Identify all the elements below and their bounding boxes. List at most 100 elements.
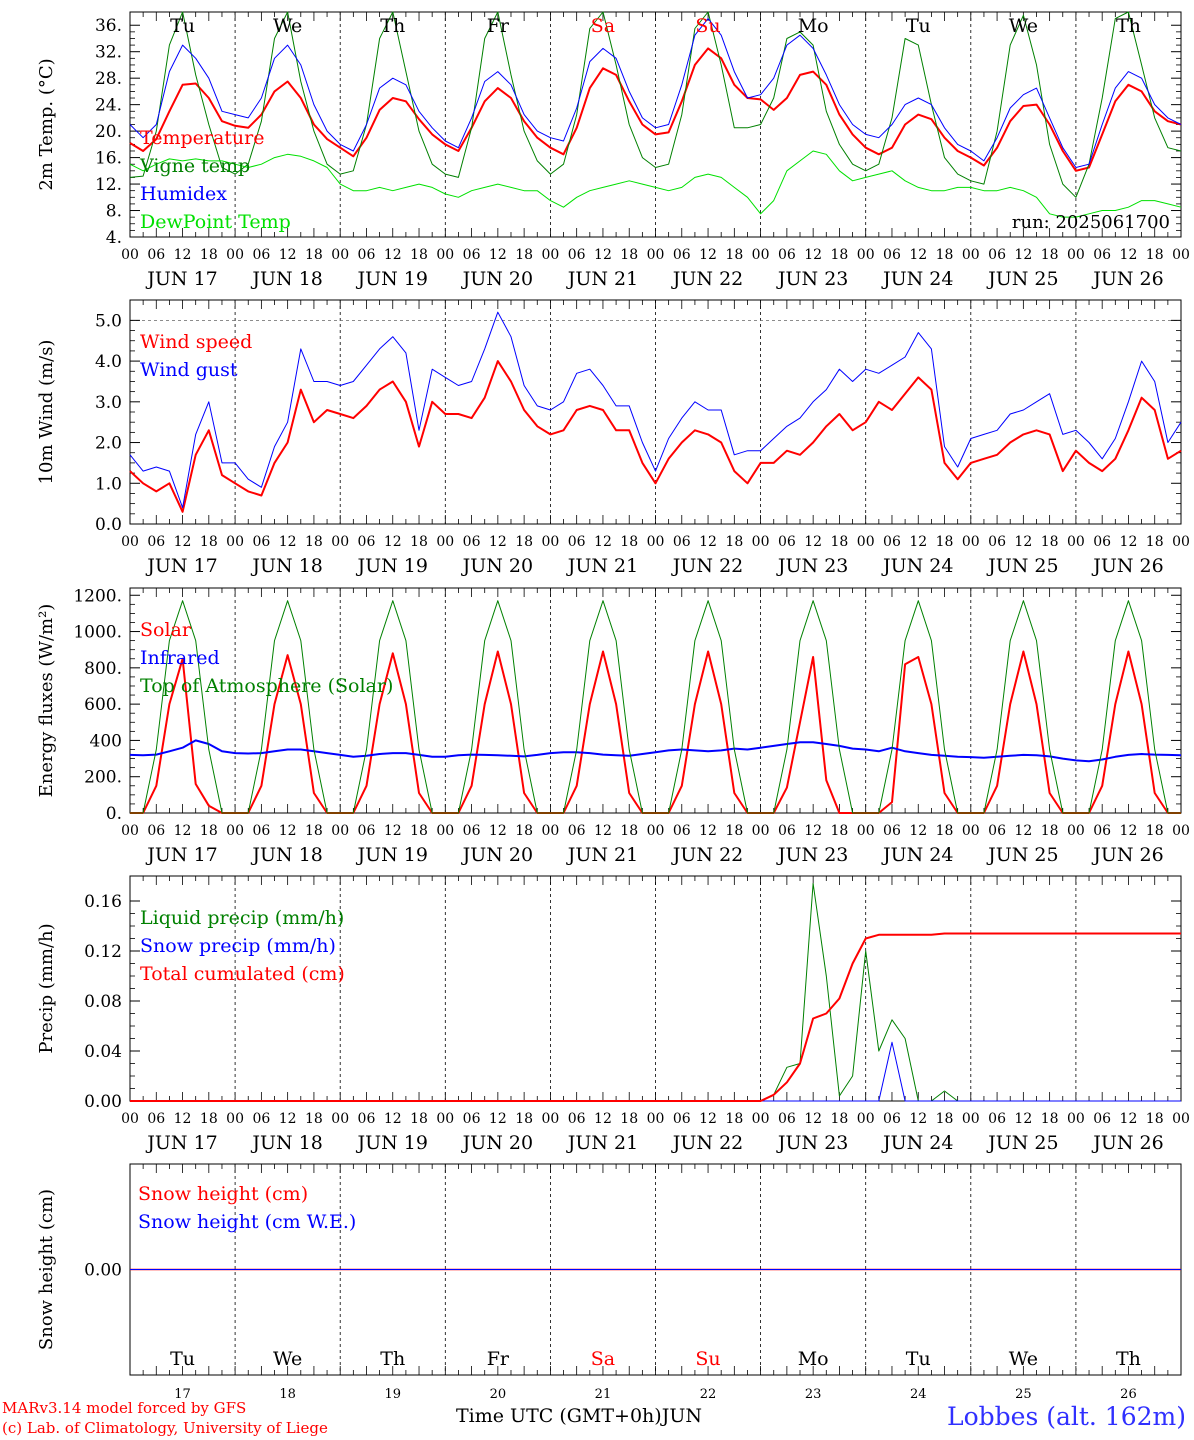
x-axis-title: Time UTC (GMT+0h)JUN bbox=[456, 1405, 702, 1427]
hour-tick-label: 06 bbox=[568, 247, 586, 263]
legend-entry: Vigne temp bbox=[139, 155, 250, 177]
hour-tick-label: 18 bbox=[305, 247, 323, 263]
hour-tick-label: 18 bbox=[1041, 534, 1059, 550]
hour-tick-label: 06 bbox=[463, 823, 481, 839]
hour-tick-label: 12 bbox=[594, 247, 612, 263]
hour-tick-label: 06 bbox=[778, 534, 796, 550]
hour-tick-label: 00 bbox=[226, 247, 244, 263]
weekday-label: Mo bbox=[798, 15, 829, 37]
hour-tick-label: 12 bbox=[909, 247, 927, 263]
day-number-label: 19 bbox=[384, 1387, 401, 1402]
legend-entry: Snow precip (mm/h) bbox=[140, 935, 336, 957]
hour-tick-label: 06 bbox=[463, 534, 481, 550]
weekday-label: Fr bbox=[487, 1348, 510, 1370]
hour-tick-label: 12 bbox=[699, 1111, 717, 1127]
hour-tick-label: 06 bbox=[358, 823, 376, 839]
hour-tick-label: 12 bbox=[489, 1111, 507, 1127]
hour-tick-label: 00 bbox=[1172, 247, 1190, 263]
weekday-label: Th bbox=[380, 15, 405, 37]
series-line bbox=[129, 739, 1182, 763]
hour-tick-label: 12 bbox=[279, 1111, 297, 1127]
hour-tick-label: 18 bbox=[831, 247, 849, 263]
hour-tick-label: 00 bbox=[436, 534, 454, 550]
hour-tick-label: 06 bbox=[147, 247, 165, 263]
day-date-label: JUN 20 bbox=[461, 555, 533, 577]
series-line bbox=[130, 932, 1181, 1102]
hour-tick-label: 18 bbox=[305, 534, 323, 550]
hour-tick-label: 00 bbox=[857, 247, 875, 263]
y-tick-label: 800. bbox=[84, 659, 122, 679]
series-line bbox=[129, 18, 1182, 168]
day-date-label: JUN 25 bbox=[986, 1132, 1058, 1154]
hour-tick-label: 12 bbox=[384, 247, 402, 263]
hour-tick-label: 00 bbox=[541, 1111, 559, 1127]
y-tick-label: 2.0 bbox=[95, 434, 122, 454]
hour-tick-label: 12 bbox=[594, 534, 612, 550]
hour-tick-label: 06 bbox=[1093, 534, 1111, 550]
y-tick-label: 32. bbox=[95, 43, 122, 63]
weekday-label: We bbox=[1009, 15, 1038, 37]
day-date-label: JUN 19 bbox=[356, 844, 428, 866]
hour-tick-label: 06 bbox=[463, 1111, 481, 1127]
hour-tick-label: 06 bbox=[778, 247, 796, 263]
day-date-label: JUN 24 bbox=[881, 1132, 953, 1154]
hour-tick-label: 00 bbox=[752, 1111, 770, 1127]
hour-tick-label: 00 bbox=[1172, 534, 1190, 550]
weekday-label: Sa bbox=[591, 15, 615, 37]
y-tick-label: 3.0 bbox=[95, 393, 122, 413]
wind-frame bbox=[129, 299, 1182, 525]
day-date-label: JUN 20 bbox=[461, 844, 533, 866]
hour-tick-label: 12 bbox=[174, 823, 192, 839]
legend-entry: Liquid precip (mm/h) bbox=[140, 907, 344, 929]
hour-tick-label: 00 bbox=[331, 1111, 349, 1127]
day-date-label: JUN 18 bbox=[250, 268, 322, 290]
hour-tick-label: 18 bbox=[620, 534, 638, 550]
lab-credit-line: (c) Lab. of Climatology, University of L… bbox=[2, 1419, 328, 1437]
day-date-label: JUN 23 bbox=[776, 555, 848, 577]
hour-tick-label: 06 bbox=[673, 247, 691, 263]
hour-tick-label: 00 bbox=[436, 1111, 454, 1127]
day-date-label: JUN 20 bbox=[461, 268, 533, 290]
day-date-label: JUN 17 bbox=[145, 1132, 217, 1154]
y-tick-label: 0.04 bbox=[84, 1042, 122, 1062]
day-date-label: JUN 21 bbox=[566, 1132, 638, 1154]
day-number-label: 26 bbox=[1120, 1387, 1137, 1402]
weekday-label: Mo bbox=[798, 1348, 829, 1370]
hour-tick-label: 12 bbox=[1014, 1111, 1032, 1127]
hour-tick-label: 06 bbox=[673, 1111, 691, 1127]
hour-tick-label: 12 bbox=[1120, 823, 1138, 839]
hour-tick-label: 12 bbox=[909, 534, 927, 550]
series-line bbox=[129, 150, 1182, 218]
flux-frame bbox=[129, 587, 1182, 814]
day-date-label: JUN 22 bbox=[671, 268, 743, 290]
hour-tick-label: 06 bbox=[778, 1111, 796, 1127]
day-date-label: JUN 17 bbox=[145, 268, 217, 290]
hour-tick-label: 12 bbox=[804, 1111, 822, 1127]
day-date-label: JUN 24 bbox=[881, 268, 953, 290]
hour-tick-label: 06 bbox=[463, 247, 481, 263]
run-annotation: run: 2025061700 bbox=[1012, 212, 1170, 233]
hour-tick-label: 00 bbox=[647, 823, 665, 839]
hour-tick-label: 18 bbox=[620, 823, 638, 839]
hour-tick-label: 12 bbox=[174, 247, 192, 263]
hour-tick-label: 12 bbox=[489, 247, 507, 263]
y-axis-label: 10m Wind (m/s) bbox=[36, 340, 57, 485]
y-tick-label: 0. bbox=[106, 804, 122, 824]
y-axis-label: Energy fluxes (W/m²) bbox=[36, 604, 57, 798]
hour-tick-label: 00 bbox=[752, 534, 770, 550]
hour-tick-label: 18 bbox=[200, 534, 218, 550]
day-number-label: 22 bbox=[700, 1387, 717, 1402]
day-date-label: JUN 19 bbox=[356, 555, 428, 577]
hour-tick-label: 00 bbox=[331, 534, 349, 550]
hour-tick-label: 18 bbox=[936, 1111, 954, 1127]
hour-tick-label: 18 bbox=[936, 247, 954, 263]
hour-tick-label: 00 bbox=[226, 1111, 244, 1127]
hour-tick-label: 18 bbox=[725, 1111, 743, 1127]
day-date-label: JUN 23 bbox=[776, 1132, 848, 1154]
hour-tick-label: 06 bbox=[568, 534, 586, 550]
legend-entry: Wind speed bbox=[140, 331, 252, 353]
hour-tick-label: 12 bbox=[384, 823, 402, 839]
hour-tick-label: 12 bbox=[594, 823, 612, 839]
legend-entry: Infrared bbox=[140, 647, 220, 669]
